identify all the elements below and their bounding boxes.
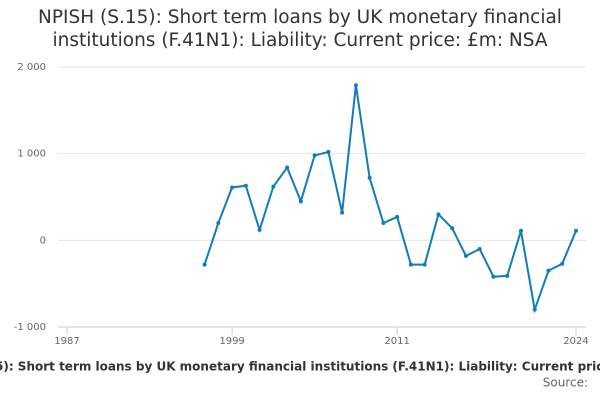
data-point: [491, 274, 496, 279]
y-tick-label: 2 000: [17, 62, 46, 73]
data-point: [271, 184, 276, 189]
data-point: [243, 183, 248, 188]
data-point: [463, 253, 468, 258]
data-point: [312, 153, 317, 158]
source-label: Source:: [543, 376, 588, 390]
x-tick-label: 2011: [384, 336, 409, 347]
data-point: [436, 212, 441, 217]
legend-label: NPISH (S.15): Short term loans by UK mon…: [0, 360, 600, 374]
x-tick-label: 1999: [219, 336, 244, 347]
data-point: [408, 262, 413, 267]
data-point: [340, 210, 345, 215]
y-tick-label: 0: [40, 235, 46, 246]
data-point: [560, 261, 565, 266]
data-point: [326, 149, 331, 154]
series-line: [203, 85, 577, 314]
chart-title: NPISH (S.15): Short term loans by UK mon…: [38, 7, 562, 51]
y-tick-label: -1 000: [14, 322, 46, 333]
data-point: [285, 165, 290, 170]
data-point: [395, 214, 400, 219]
data-point: [381, 221, 386, 225]
data-point: [505, 273, 510, 278]
x-tick-label: 1987: [54, 336, 79, 347]
data-point: [477, 247, 482, 251]
data-point: [257, 227, 262, 232]
data-point: [353, 83, 358, 88]
x-tick-label: 2024: [563, 336, 588, 347]
data-point: [546, 268, 551, 273]
data-point: [574, 228, 578, 233]
data-point: [367, 175, 372, 180]
y-tick-label: 1 000: [17, 149, 46, 160]
data-point: [450, 226, 455, 231]
data-point: [202, 262, 207, 267]
data-point: [422, 262, 427, 267]
data-point: [216, 221, 221, 225]
data-point: [532, 307, 537, 312]
data-point: [298, 199, 303, 204]
data-point: [518, 228, 523, 233]
data-point: [230, 185, 235, 190]
